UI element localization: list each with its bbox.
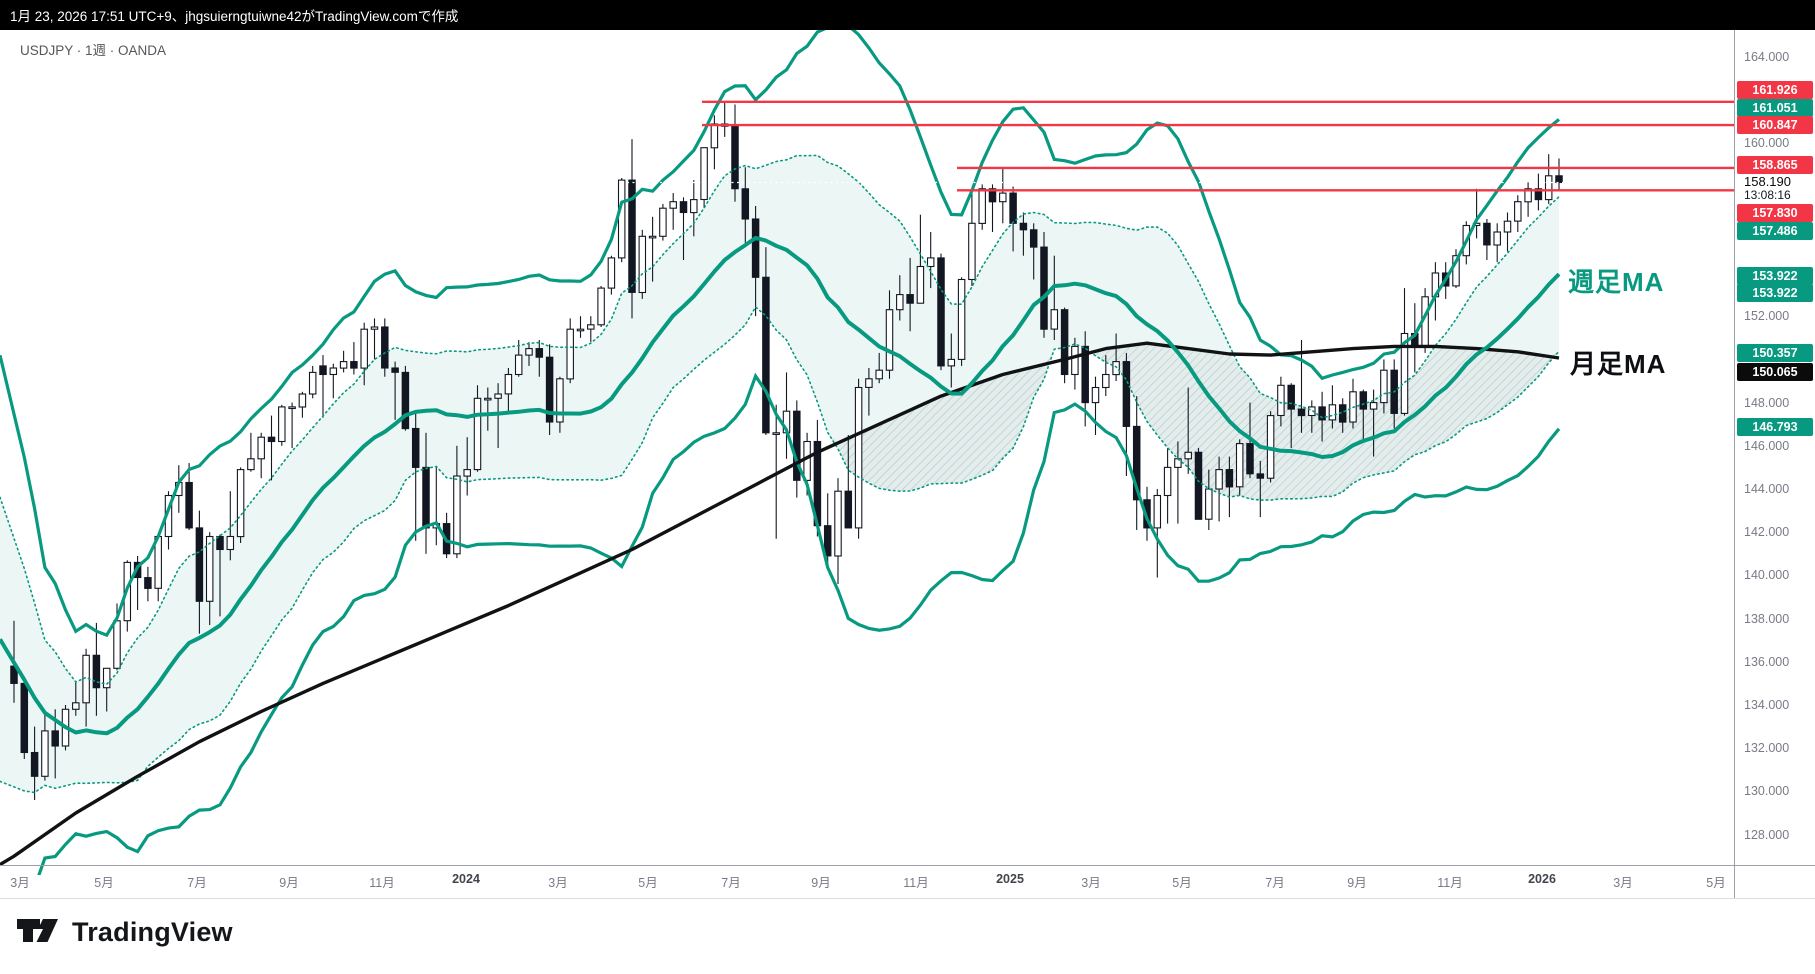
price-tick-label: 132.000	[1744, 741, 1790, 756]
price-tick-label: 140.000	[1744, 568, 1790, 583]
price-tick-label: 160.000	[1744, 136, 1790, 151]
price-tick-label: 152.000	[1744, 309, 1790, 324]
price-line-badge: 160.847	[1737, 116, 1813, 134]
price-tick-label: 138.000	[1744, 611, 1790, 626]
time-tick-month[interactable]: 11月	[903, 876, 929, 890]
symbol-legend[interactable]: USDJPY · 1週 · OANDA	[20, 43, 167, 58]
time-tick-month[interactable]: 7月	[721, 876, 741, 890]
time-tick-month[interactable]: 11月	[369, 876, 395, 890]
price-line-badge: 161.926	[1737, 81, 1813, 99]
weekly-ma-label: 週足MA	[1568, 267, 1665, 297]
monthly-ma-badge: 150.065	[1737, 363, 1813, 381]
tradingview-logo-text: TradingView	[72, 916, 233, 947]
tradingview-logo[interactable]: TradingView	[16, 916, 233, 948]
time-tick-month[interactable]: 5月	[1706, 876, 1726, 890]
upper-outer-band-line	[0, 30, 1561, 638]
weekly-ma-badge: 153.922	[1737, 267, 1813, 285]
weekly-ma-badge: 150.357	[1737, 344, 1813, 362]
bollinger-band-fill	[0, 155, 1559, 793]
export-info-bar: 1月 23, 2026 17:51 UTC+9、jhgsuierngtuiwne…	[0, 0, 1815, 30]
price-line-badge: 157.830	[1737, 204, 1813, 222]
time-tick-month[interactable]: 5月	[1172, 876, 1192, 890]
price-tick-label: 128.000	[1744, 827, 1790, 842]
time-tick-year[interactable]: 2024	[452, 872, 480, 886]
weekly-ma-badge: 146.793	[1737, 418, 1813, 436]
time-tick-month[interactable]: 9月	[279, 876, 299, 890]
price-tick-label: 142.000	[1744, 525, 1790, 540]
weekly-ma-badge: 161.051	[1737, 99, 1813, 117]
current-price-label: 158.190 13:08:16	[1744, 175, 1791, 202]
time-tick-year[interactable]: 2025	[996, 872, 1024, 886]
price-tick-label: 130.000	[1744, 784, 1790, 799]
time-tick-month[interactable]: 9月	[1347, 876, 1367, 890]
time-tick-month[interactable]: 3月	[548, 876, 568, 890]
export-info-text: 1月 23, 2026 17:51 UTC+9、jhgsuierngtuiwne…	[10, 9, 459, 24]
time-tick-month[interactable]: 11月	[1437, 876, 1463, 890]
price-tick-label: 164.000	[1744, 50, 1790, 64]
monthly-ma-line	[0, 341, 1560, 867]
time-tick-month[interactable]: 7月	[1265, 876, 1285, 890]
time-tick-year[interactable]: 2026	[1528, 872, 1556, 886]
price-tick-label: 136.000	[1744, 654, 1790, 669]
price-line-badge: 158.865	[1737, 156, 1813, 174]
price-tick-label: 148.000	[1744, 395, 1790, 410]
time-tick-month[interactable]: 3月	[1613, 876, 1633, 890]
lower-outer-band-line	[37, 372, 1561, 875]
price-tick-label: 134.000	[1744, 698, 1790, 712]
upper-inner-band-line	[0, 154, 1560, 686]
time-tick-month[interactable]: 9月	[811, 876, 831, 890]
time-tick-month[interactable]: 5月	[638, 876, 658, 890]
ma-cloud-fill	[0, 307, 1559, 793]
bar-countdown: 13:08:16	[1744, 187, 1791, 202]
monthly-ma-label: 月足MA	[1570, 349, 1667, 379]
time-tick-month[interactable]: 3月	[10, 876, 30, 890]
time-tick-month[interactable]: 3月	[1081, 876, 1101, 890]
lower-inner-band-line	[0, 305, 1560, 794]
weekly-ma-badge: 157.486	[1737, 222, 1813, 240]
tradingview-glyph-icon	[17, 919, 58, 942]
candlestick-series	[10, 101, 1563, 800]
time-tick-month[interactable]: 5月	[94, 876, 114, 890]
price-tick-label: 146.000	[1744, 438, 1790, 453]
weekly-ma-line	[0, 235, 1561, 736]
price-tick-label: 144.000	[1744, 482, 1790, 496]
current-price-value: 158.190	[1744, 174, 1791, 189]
plot-area[interactable]	[0, 25, 1735, 924]
weekly-ma-badge: 153.922	[1737, 284, 1813, 302]
time-tick-month[interactable]: 7月	[187, 876, 207, 890]
